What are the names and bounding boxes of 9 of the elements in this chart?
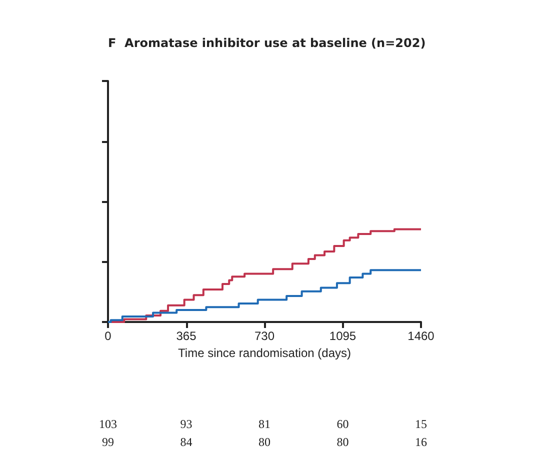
x-tick-label: 1095 xyxy=(329,329,356,343)
text: 99 84 80 80 16 xyxy=(102,435,427,449)
chart-title: F Aromatase inhibitor use at baseline (n=202) xyxy=(108,36,426,50)
x-axis-title: Time since randomisation (days) xyxy=(178,346,351,360)
text: 103 93 81 60 15 xyxy=(99,417,427,431)
x-tick-label: 365 xyxy=(176,329,197,343)
x-tick-label: 0 xyxy=(104,329,112,343)
x-tick-label: 1460 xyxy=(408,329,435,343)
x-tick-label: 730 xyxy=(254,329,275,343)
